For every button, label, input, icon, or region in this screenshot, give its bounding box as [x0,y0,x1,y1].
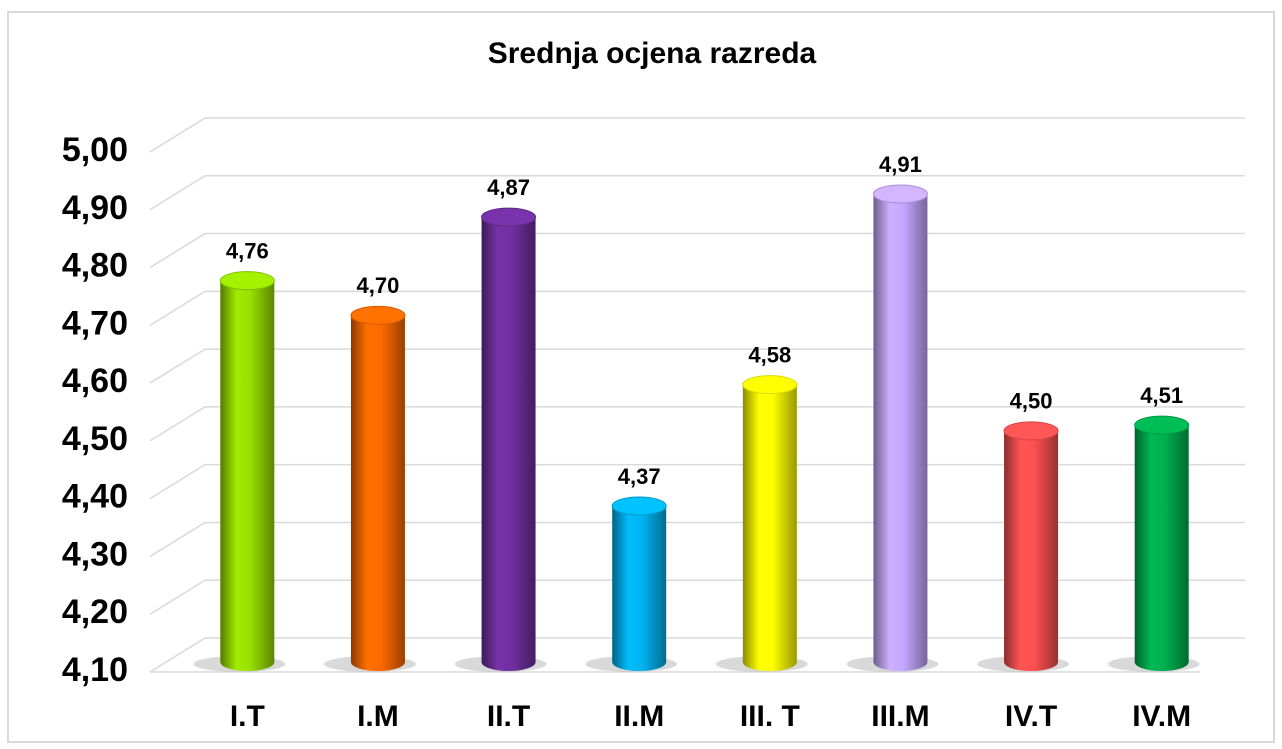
bar-top [872,184,928,204]
bar [350,315,405,671]
x-tick-label: I.M [357,700,399,733]
x-tick-label: II.M [614,700,664,733]
value-label: 4,91 [879,152,922,177]
chart-title: Srednja ocjena razreda [488,37,817,70]
bar-top [350,305,406,325]
x-tick-label: IV.M [1132,700,1191,733]
x-tick-label: IV.T [1005,700,1057,733]
y-tick-label: 4,90 [62,189,128,227]
grid-line [149,117,1245,153]
bar [1134,425,1189,671]
x-tick-label: I.T [230,700,265,733]
value-label: 4,76 [226,238,269,263]
value-label: 4,87 [487,175,530,200]
bar-top [742,375,798,395]
bar-top [611,496,667,516]
x-tick-label: III. T [740,700,800,733]
y-tick-label: 4,60 [62,362,128,400]
bar [481,217,536,671]
bar-top [481,207,537,227]
value-label: 4,50 [1010,389,1053,414]
x-tick-label: III.M [871,700,929,733]
bar-top [1003,421,1059,441]
y-tick-label: 4,80 [62,247,128,285]
y-tick-label: 4,50 [62,420,128,458]
value-label: 4,70 [357,273,400,298]
x-tick-label: II.T [487,700,530,733]
y-tick-label: 4,10 [62,651,128,689]
y-tick-label: 4,40 [62,478,128,516]
value-label: 4,37 [618,464,661,489]
bar [873,194,928,671]
grid-line [149,175,1245,211]
y-tick-label: 4,30 [62,535,128,573]
bar [742,384,797,671]
y-tick-label: 5,00 [62,131,128,169]
bar-top [219,271,275,291]
value-label: 4,51 [1140,383,1183,408]
y-tick-label: 4,20 [62,593,128,631]
y-tick-label: 4,70 [62,304,128,342]
bar [1004,430,1059,671]
bar-top [1134,415,1190,435]
bar [220,280,275,671]
bar [612,506,667,671]
value-label: 4,58 [748,342,791,367]
